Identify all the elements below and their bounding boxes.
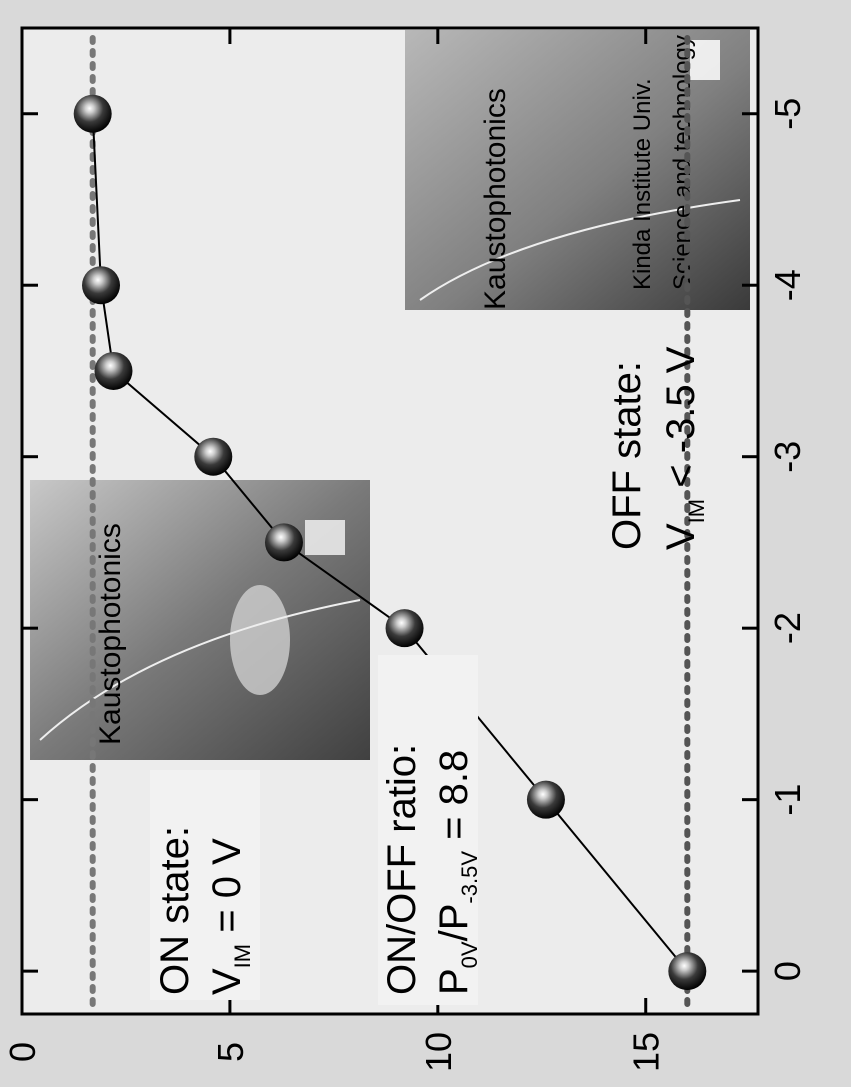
data-point: [386, 609, 424, 647]
off-title: OFF state:: [605, 361, 649, 550]
svg-text:ON/OFF ratio:: ON/OFF ratio:: [380, 744, 424, 995]
off-photo-label-2: Kinda Institute Univ.: [629, 78, 656, 290]
on-var: V: [205, 968, 249, 995]
off-photo-label: Kaustophotonics: [479, 88, 512, 310]
y-tick-label: 5: [210, 1042, 251, 1062]
x-tick-label: -3: [767, 441, 808, 473]
data-point: [94, 352, 132, 390]
data-point: [527, 781, 565, 819]
x-tick-label: -1: [767, 784, 808, 816]
y-tick-label: 15: [626, 1032, 667, 1072]
data-point: [82, 266, 120, 304]
ratio-rhs: = 8.8: [432, 750, 476, 851]
off-photo-label-3: Science and technology: [669, 35, 696, 290]
x-tick-label: 0: [767, 961, 808, 981]
ratio-title: ON/OFF ratio:: [380, 744, 424, 995]
y-tick-label: 0: [2, 1042, 43, 1062]
svg-text:ON state:: ON state:: [153, 826, 197, 995]
x-tick-label: -5: [767, 98, 808, 130]
ratio-p1: P: [432, 968, 476, 995]
on-state-annotation: ON state: VIM = 0 V: [150, 770, 260, 1000]
on-title: ON state:: [153, 826, 197, 995]
on-state-photo: Kaustophotonics: [30, 480, 370, 760]
off-sub: IM: [684, 499, 709, 523]
x-tick-label: -2: [767, 612, 808, 644]
on-photo-label: Kaustophotonics: [94, 523, 127, 745]
data-point: [74, 95, 112, 133]
data-point: [265, 523, 303, 561]
off-var: V: [659, 523, 703, 550]
data-point: [668, 952, 706, 990]
ratio-mid: /P: [432, 904, 476, 942]
off-rhs: < -3.5 V: [659, 346, 703, 499]
svg-text:VIM = 0 V: VIM = 0 V: [205, 838, 255, 995]
on-rhs: = 0 V: [205, 838, 249, 944]
ratio-annotation: ON/OFF ratio: P0V/P-3.5V = 8.8: [378, 655, 482, 1005]
off-state-photo: Kaustophotonics Kinda Institute Univ. Sc…: [405, 30, 750, 310]
x-tick-label: -4: [767, 269, 808, 301]
data-point: [194, 438, 232, 476]
ratio-sub2: -3.5V: [457, 851, 482, 904]
y-tick-label: 10: [418, 1032, 459, 1072]
on-sub: IM: [230, 944, 255, 968]
ratio-sub1: 0V: [457, 941, 482, 968]
svg-text:OFF state:: OFF state:: [605, 361, 649, 550]
